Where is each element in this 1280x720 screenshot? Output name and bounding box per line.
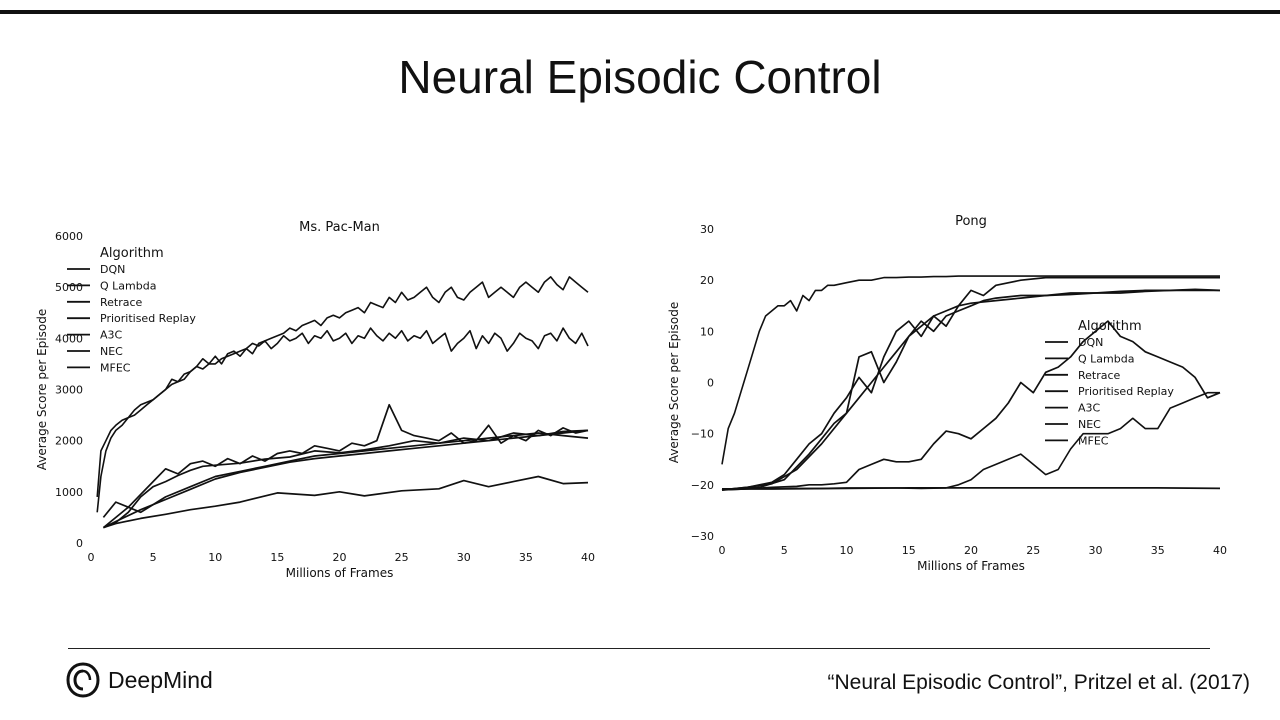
pong-x-tick-label: 15 (902, 544, 916, 557)
pong-legend-label-prioritised-replay: Prioritised Replay (1078, 385, 1174, 398)
pong-x-tick-label: 10 (840, 544, 854, 557)
ms-pac-man-series-a3c-line (102, 403, 589, 529)
ms-pac-man-x-tick-label: 40 (581, 551, 595, 564)
ms-pac-man-y-tick-label: 1000 (55, 486, 83, 499)
deepmind-logo: DeepMind (66, 662, 213, 698)
ms-pac-man-x-axis-label: Millions of Frames (286, 566, 394, 580)
pong-x-tick-label: 5 (781, 544, 788, 557)
chart-pong: Pong 0 5 10 15 20 25 30 35 40 −30 −20 −10 0 10 20 30 Mill… (660, 205, 1240, 590)
pong-x-tick-label: 35 (1151, 544, 1165, 557)
ms-pac-man-x-tick-label: 25 (395, 551, 409, 564)
pong-series-a3c-line (721, 320, 1221, 491)
pong-series-prioritised-replay-line (721, 289, 1220, 491)
chart-pong-svg: Pong 0 5 10 15 20 25 30 35 40 −30 −20 −10 0 10 20 30 Mill… (667, 214, 1227, 573)
ms-pac-man-series-retrace-line (102, 432, 589, 518)
pong-y-tick-label: −30 (691, 530, 714, 543)
pong-series-nec-line (721, 391, 1220, 491)
pong-x-tick-label: 20 (964, 544, 978, 557)
deepmind-logo-text: DeepMind (108, 666, 213, 693)
pong-y-tick-label: −10 (691, 428, 714, 441)
pong-x-tick-label: 30 (1089, 544, 1103, 557)
ms-pac-man-legend-label-mfec: MFEC (100, 361, 131, 374)
ms-pac-man-series-nec-line (96, 327, 589, 513)
chart-ms-pac-man: Ms. Pac-Man 0 5 10 15 20 25 30 35 40 0 1000 2000 3000… (28, 205, 608, 590)
ms-pac-man-x-tick-label: 15 (270, 551, 284, 564)
ms-pac-man-legend-title: Algorithm (100, 246, 164, 261)
citation: “Neural Episodic Control”, Pritzel et al… (827, 671, 1250, 694)
ms-pac-man-x-tick-label: 20 (333, 551, 347, 564)
pong-chart-title: Pong (955, 214, 987, 229)
ms-pac-man-legend-label-retrace: Retrace (100, 296, 143, 309)
ms-pac-man-x-tick-label: 5 (150, 551, 157, 564)
pong-y-tick-label: 0 (707, 377, 714, 390)
ms-pac-man-legend-label-nec: NEC (100, 345, 123, 358)
pong-series-mfec-line (721, 275, 1220, 465)
pong-y-axis-label: Average Score per Episode (667, 302, 681, 463)
ms-pac-man-y-tick-label: 3000 (55, 384, 83, 397)
pong-series-q-lambda-line (721, 288, 1221, 491)
ms-pac-man-x-tick-label: 10 (208, 551, 222, 564)
pong-legend-label-q-lambda: Q Lambda (1078, 352, 1134, 365)
ms-pac-man-x-tick-label: 30 (457, 551, 471, 564)
ms-pac-man-y-tick-label: 5000 (55, 281, 83, 294)
pong-legend-label-dqn: DQN (1078, 336, 1103, 349)
pong-legend-label-retrace: Retrace (1078, 369, 1121, 382)
ms-pac-man-legend-label-a3c: A3C (100, 329, 123, 342)
ms-pac-man-y-tick-label: 0 (76, 537, 83, 550)
ms-pac-man-series-mfec-line (96, 276, 589, 497)
pong-series-retrace-line (721, 276, 1220, 491)
footer-rule (68, 648, 1210, 649)
slide-title: Neural Episodic Control (398, 51, 882, 103)
pong-y-tick-label: 30 (700, 223, 714, 236)
pong-y-tick-label: 10 (700, 325, 714, 338)
pong-x-tick-label: 0 (719, 544, 726, 557)
pong-legend-label-a3c: A3C (1078, 402, 1101, 415)
pong-x-tick-label: 25 (1026, 544, 1040, 557)
chart-ms-pac-man-svg: Ms. Pac-Man 0 5 10 15 20 25 30 35 40 0 1000 2000 3000… (35, 220, 595, 580)
ms-pac-man-y-tick-label: 4000 (55, 332, 83, 345)
ms-pac-man-legend-label-dqn: DQN (100, 263, 125, 276)
pong-legend-title: Algorithm (1078, 319, 1142, 334)
top-rule (0, 10, 1280, 14)
ms-pac-man-chart-title: Ms. Pac-Man (299, 220, 380, 235)
ms-pac-man-y-tick-label: 6000 (55, 230, 83, 243)
pong-legend-label-nec: NEC (1078, 418, 1101, 431)
pong-y-tick-label: 20 (700, 274, 714, 287)
pong-legend-label-mfec: MFEC (1078, 434, 1109, 447)
pong-x-axis-label: Millions of Frames (917, 559, 1025, 573)
ms-pac-man-x-tick-label: 35 (519, 551, 533, 564)
ms-pac-man-y-tick-label: 2000 (55, 435, 83, 448)
pong-x-tick-label: 40 (1213, 544, 1227, 557)
ms-pac-man-y-axis-label: Average Score per Episode (35, 309, 49, 470)
pong-y-tick-label: −20 (691, 479, 714, 492)
ms-pac-man-series-prioritised-replay-line (103, 429, 589, 529)
ms-pac-man-legend-label-q-lambda: Q Lambda (100, 279, 156, 292)
deepmind-logo-icon (66, 662, 100, 698)
ms-pac-man-x-tick-label: 0 (88, 551, 95, 564)
ms-pac-man-series-dqn-line (103, 475, 589, 529)
ms-pac-man-legend-label-prioritised-replay: Prioritised Replay (100, 312, 196, 325)
